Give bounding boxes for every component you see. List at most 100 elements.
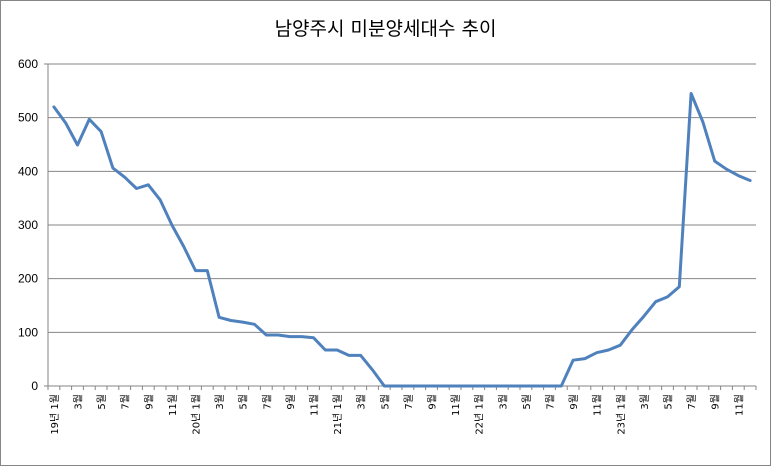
axes xyxy=(44,63,757,390)
y-tick-label: 0 xyxy=(31,379,38,393)
data-point xyxy=(713,160,716,163)
data-point xyxy=(477,385,480,388)
x-tick-label: 3월 xyxy=(639,394,651,410)
data-point xyxy=(619,344,622,347)
data-point xyxy=(395,385,398,388)
data-point xyxy=(277,334,280,337)
data-point xyxy=(595,351,598,354)
data-point xyxy=(253,323,256,326)
x-tick-label: 7월 xyxy=(545,394,557,410)
data-point xyxy=(182,245,185,248)
series-layer xyxy=(52,92,752,388)
gridlines xyxy=(48,63,756,333)
x-tick-label: 9월 xyxy=(285,394,297,410)
data-point xyxy=(64,122,67,125)
data-point xyxy=(52,105,55,108)
data-point xyxy=(489,385,492,388)
data-point xyxy=(300,335,303,338)
data-point xyxy=(288,335,291,338)
data-point xyxy=(678,285,681,288)
data-point xyxy=(123,176,126,179)
x-tick-label: 20년 1월 xyxy=(191,394,203,435)
x-tick-label: 7월 xyxy=(403,394,415,410)
y-tick-label: 100 xyxy=(18,325,38,339)
y-tick-label: 600 xyxy=(18,57,38,71)
x-tick-labels: 19년 1월 3월 5월 7월 9월 11월 20년 1월 3월 5월 7월 9월 11월 21년 1월… xyxy=(49,394,745,435)
data-point xyxy=(324,349,327,352)
x-tick-label: 11월 xyxy=(733,394,745,416)
x-tick-label: 9월 xyxy=(427,394,439,410)
data-point xyxy=(442,385,445,388)
data-point xyxy=(548,385,551,388)
y-tick-label: 200 xyxy=(18,272,38,286)
data-point xyxy=(666,295,669,298)
series-line xyxy=(52,92,752,388)
data-point xyxy=(159,198,162,201)
data-point xyxy=(749,179,752,182)
data-point xyxy=(147,183,150,186)
x-tick-label: 7월 xyxy=(686,394,698,410)
x-tick-label: 23년 1월 xyxy=(615,394,627,435)
x-tick-label: 5월 xyxy=(96,394,108,410)
data-point xyxy=(312,336,315,339)
x-tick-label: 11월 xyxy=(309,394,321,416)
data-point xyxy=(111,167,114,170)
data-point xyxy=(572,359,575,362)
data-point xyxy=(194,269,197,272)
x-tick-label: 5월 xyxy=(379,394,391,410)
data-point xyxy=(406,385,409,388)
y-tick-labels: 0 100 200 300 400 500 600 xyxy=(18,57,38,393)
data-point xyxy=(206,269,209,272)
y-tick-label: 500 xyxy=(18,111,38,125)
data-point xyxy=(465,385,468,388)
data-point xyxy=(607,349,610,352)
data-point xyxy=(76,144,79,147)
data-point xyxy=(170,224,173,227)
x-tick-label: 9월 xyxy=(143,394,155,410)
data-point xyxy=(642,315,645,318)
x-tick-label: 9월 xyxy=(568,394,580,410)
x-tick-label: 11월 xyxy=(450,394,462,416)
data-point xyxy=(725,168,728,171)
y-tick-label: 400 xyxy=(18,164,38,178)
data-point xyxy=(501,385,504,388)
data-point xyxy=(430,385,433,388)
x-tick-label: 3월 xyxy=(73,394,85,410)
x-tick-label: 3월 xyxy=(497,394,509,410)
data-point xyxy=(218,316,221,319)
data-point xyxy=(560,385,563,388)
data-point xyxy=(383,385,386,388)
data-point xyxy=(631,328,634,331)
data-point xyxy=(265,334,268,337)
x-tick-label: 21년 1월 xyxy=(332,394,344,435)
data-point xyxy=(229,319,232,322)
x-tick-label: 3월 xyxy=(356,394,368,410)
data-point xyxy=(654,300,657,303)
data-point xyxy=(88,118,91,121)
data-point xyxy=(135,187,138,190)
data-point xyxy=(737,174,740,177)
data-point xyxy=(701,120,704,123)
x-tick-label: 19년 1월 xyxy=(49,394,61,435)
x-tick-label: 11월 xyxy=(592,394,604,416)
data-point xyxy=(241,321,244,324)
x-tick-label: 22년 1월 xyxy=(474,394,486,435)
y-tick-label: 300 xyxy=(18,218,38,232)
data-point xyxy=(454,385,457,388)
x-tick-label: 5월 xyxy=(521,394,533,410)
data-point xyxy=(690,92,693,95)
x-tick-label: 5월 xyxy=(238,394,250,410)
data-point xyxy=(371,368,374,371)
data-point xyxy=(513,385,516,388)
chart-title: 남양주시 미분양세대수 추이 xyxy=(274,18,497,40)
data-point xyxy=(336,349,339,352)
x-tick-label: 3월 xyxy=(214,394,226,410)
data-point xyxy=(100,130,103,133)
data-point xyxy=(536,385,539,388)
data-point xyxy=(583,357,586,360)
data-point xyxy=(418,385,421,388)
data-point xyxy=(524,385,527,388)
x-tick-label: 7월 xyxy=(120,394,132,410)
